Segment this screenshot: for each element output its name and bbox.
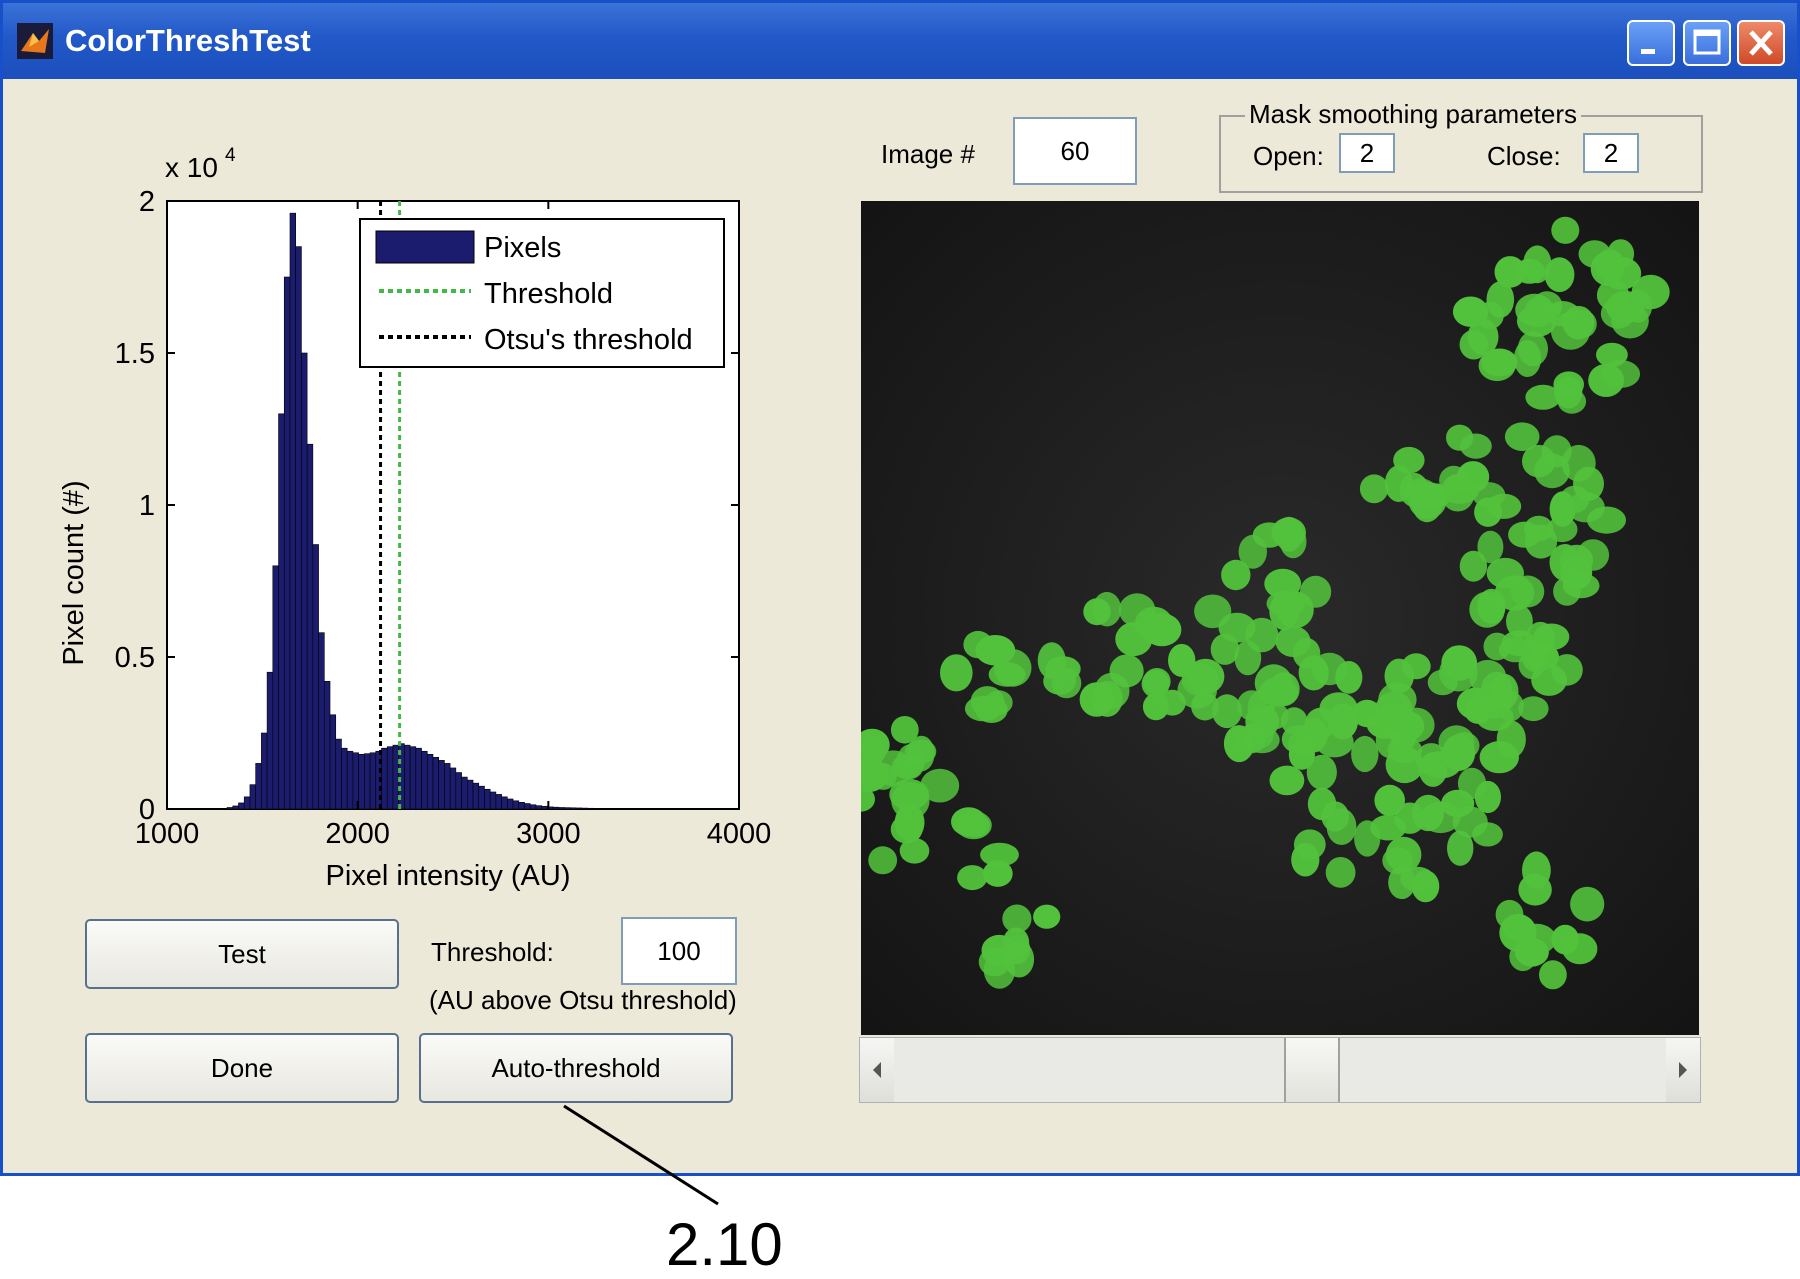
callout-label: 2.10 [666,1210,783,1279]
